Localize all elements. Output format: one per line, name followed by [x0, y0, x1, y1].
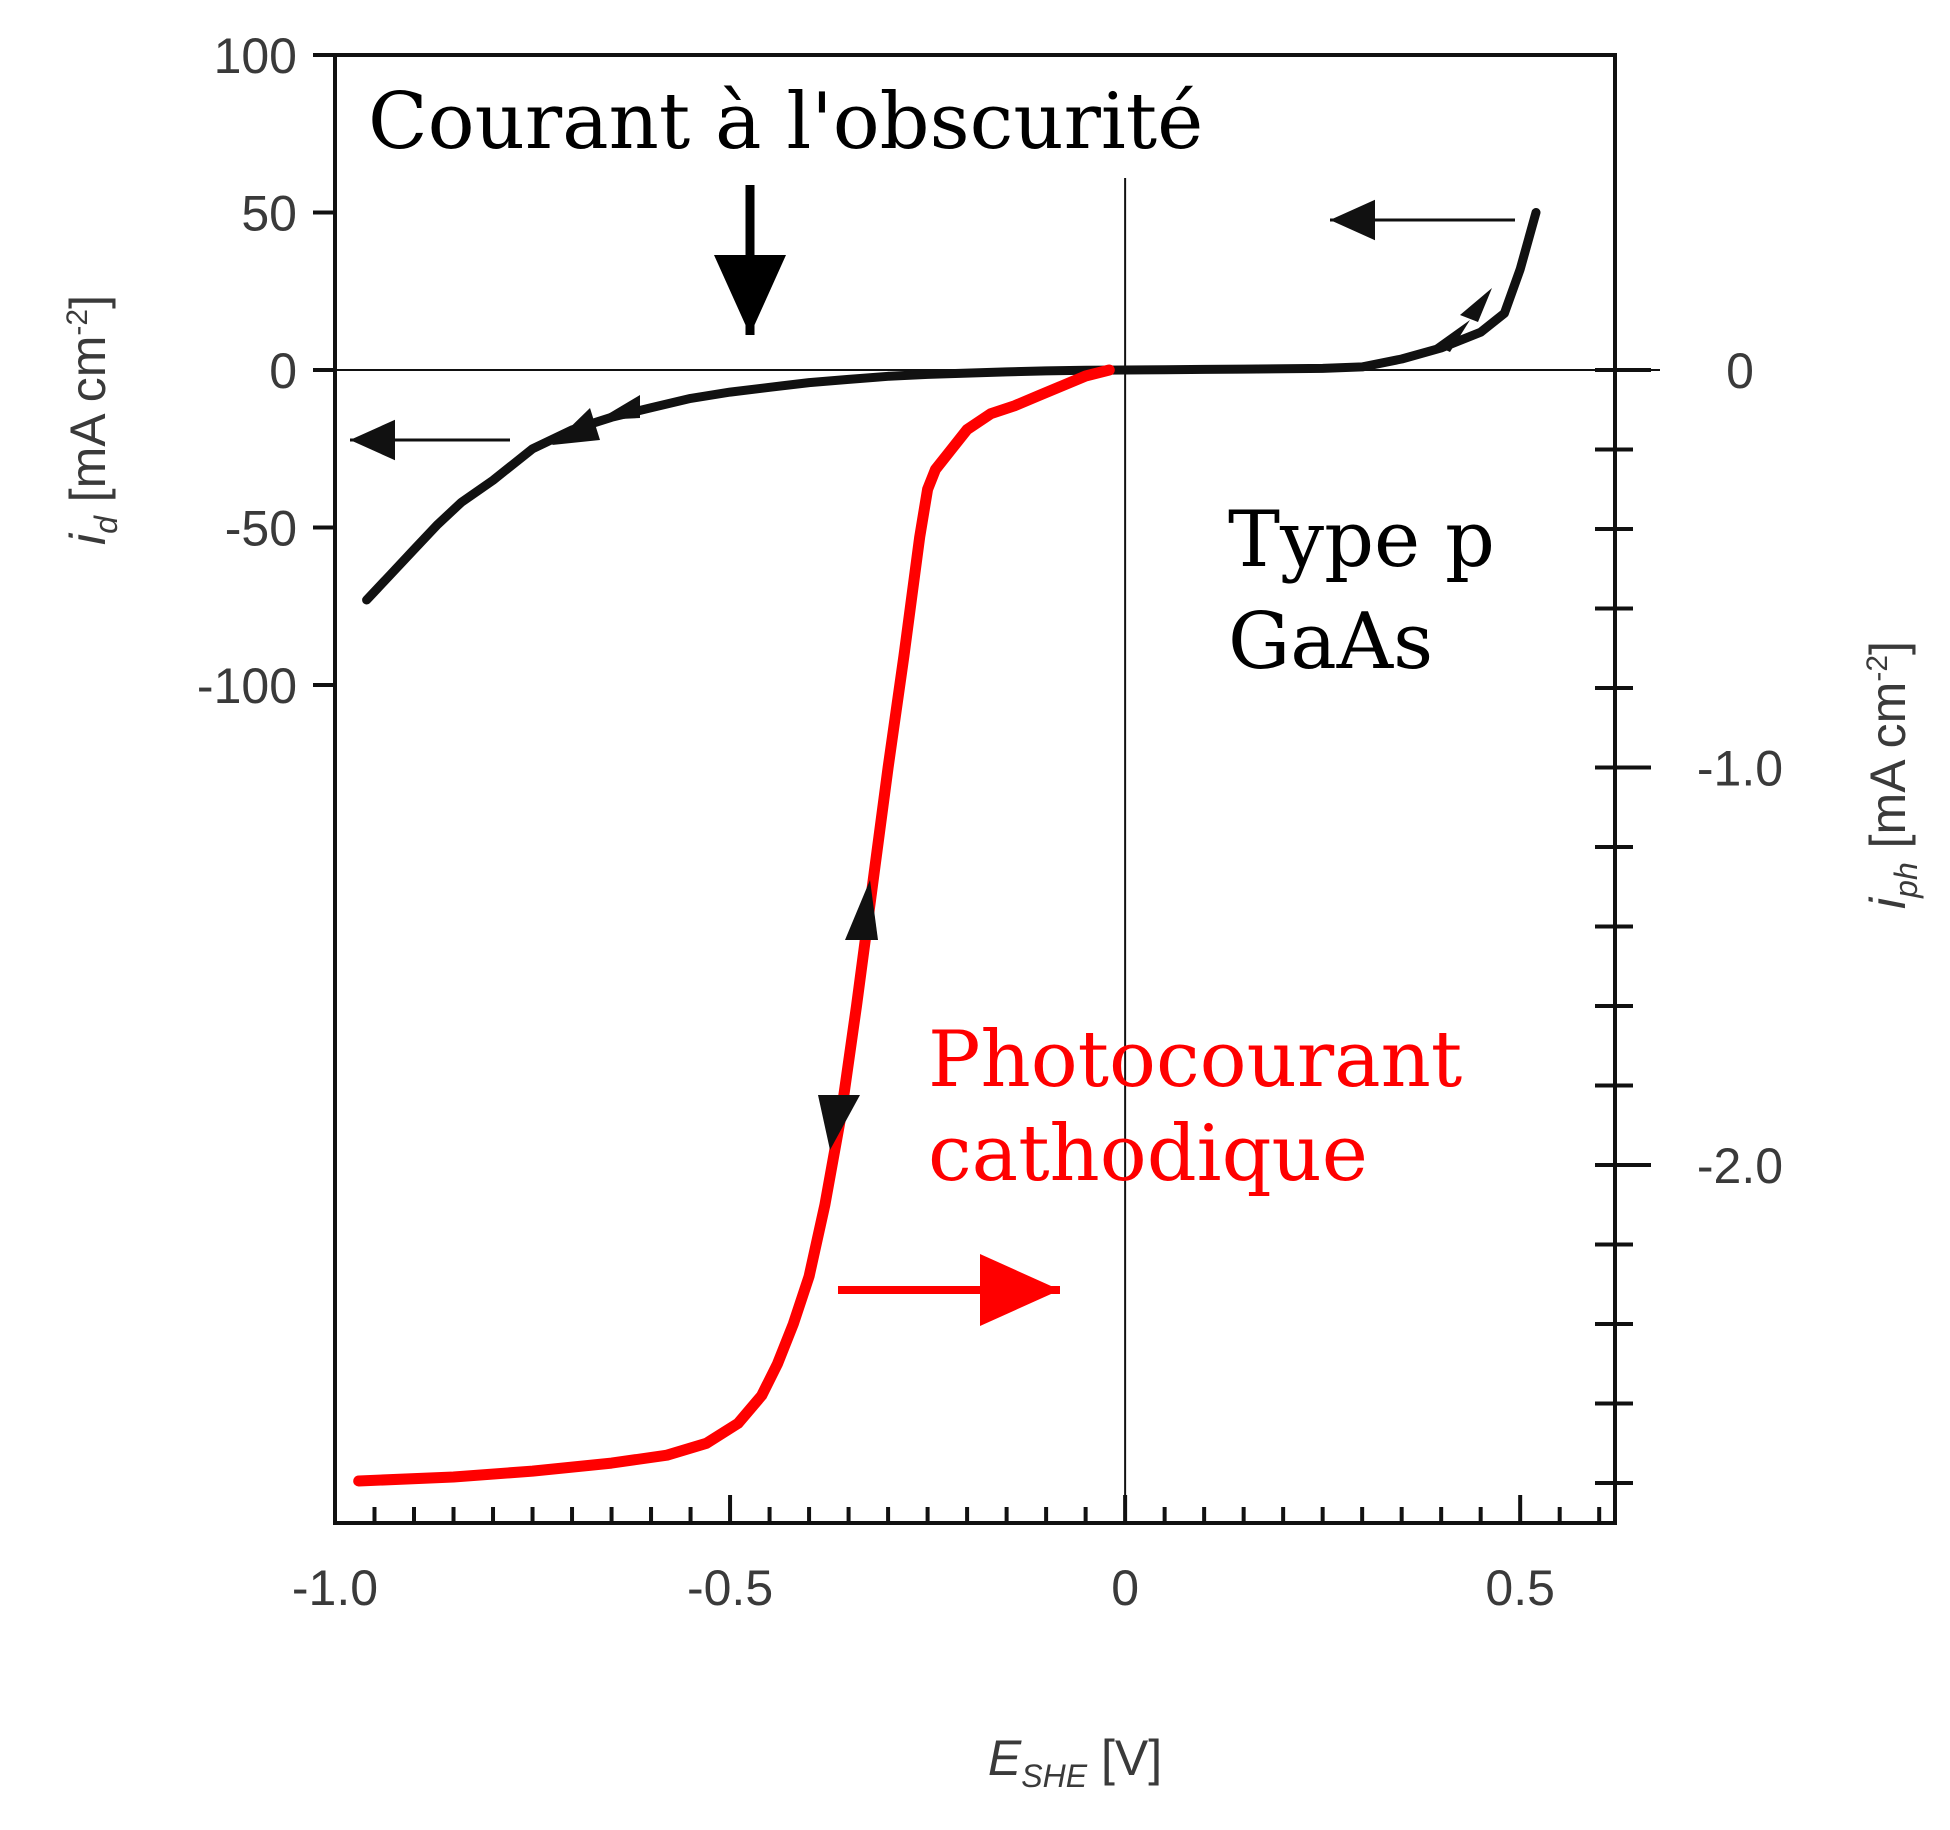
x-tick-label: 0.5	[1485, 1560, 1555, 1616]
photocurrent-curve	[353, 364, 1115, 1487]
y-left-tick-label: 50	[241, 186, 297, 242]
tick-marks	[313, 53, 1651, 1523]
annotation-dark-current: Courant à l'obscurité	[368, 77, 1203, 167]
scan-direction-arrow	[552, 408, 600, 445]
scan-direction-arrow	[1435, 320, 1470, 352]
x-tick-label: -0.5	[687, 1560, 773, 1616]
x-axis-title: ESHE [V]	[988, 1730, 1162, 1794]
y-right-tick-label: -1.0	[1697, 741, 1783, 797]
y-left-tick-label: -100	[197, 658, 297, 714]
scan-direction-arrow	[1460, 288, 1492, 322]
y-right-tick-label: -2.0	[1697, 1138, 1783, 1194]
y-axis-left-title: id [mA cm-2]	[60, 295, 124, 545]
plot-border	[333, 53, 1617, 1525]
x-tick-label: 0	[1111, 1560, 1139, 1616]
left-axis-indicator-arrow-head	[350, 419, 395, 461]
series-lines	[353, 208, 1541, 1487]
x-tick-label: -1.0	[292, 1560, 378, 1616]
scan-direction-arrow	[818, 1095, 860, 1150]
left-axis-indicator-arrow-top-head	[1330, 199, 1375, 241]
y-left-tick-label: 100	[214, 28, 297, 84]
y-left-tick-label: 0	[269, 343, 297, 399]
annotation-gaas: GaAs	[1228, 597, 1433, 687]
scan-direction-arrow	[598, 395, 640, 420]
annotation-cathodique: cathodique	[928, 1109, 1368, 1199]
dark-current-curve	[362, 208, 1541, 605]
annotation-type-p: Type p	[1228, 495, 1495, 585]
right-axis-indicator-arrow-head	[980, 1254, 1060, 1326]
y-left-tick-label: -50	[225, 501, 297, 557]
tick-labels: -1.0 -0.5 0 0.5 100 50 0 -50 -100 0 -1.0 -2.0	[197, 28, 1783, 1616]
annotation-photocourant: Photocourant	[928, 1015, 1462, 1105]
plot-frame	[333, 53, 1617, 1525]
direction-arrows	[350, 185, 1515, 1326]
zero-reference-lines	[335, 178, 1660, 1523]
dark-current-pointer-arrow-head	[714, 255, 786, 335]
y-right-tick-label: 0	[1726, 343, 1754, 399]
scan-direction-arrow	[845, 880, 878, 940]
y-axis-right-title: iph [mA cm-2]	[1860, 641, 1924, 909]
